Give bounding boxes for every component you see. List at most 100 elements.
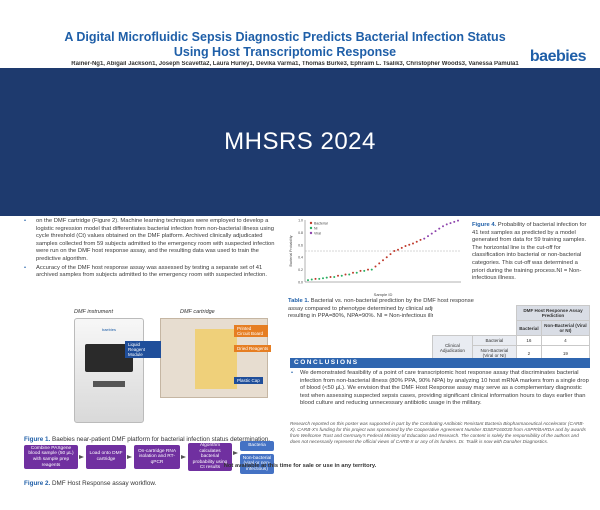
data-point [352,271,354,274]
data-point [359,269,362,272]
data-point [370,268,373,271]
author-list: Rainer-Ng1, Abigail Jackson1, Joseph Sca… [71,61,519,67]
data-point [363,269,366,272]
data-point [340,274,343,277]
methods-bullet: Accuracy of the DMF host response assay … [24,265,284,280]
legend-label: Bacterial [314,221,328,225]
callout-dried-reagents: Dried Reagents [234,345,272,352]
workflow-outcome-bacteria: Bacteria [240,441,274,451]
workflow-step-3: On-cartridge RNA isolation and RT-qPCR [134,445,180,469]
legend-marker [309,231,313,235]
data-point [367,268,369,271]
y-tick-label: 0.8 [298,231,303,235]
figure2-caption-text: DMF Host Response assay workflow. [52,480,157,487]
data-point [400,246,403,249]
figure4-caption-text: Probability of bacterial infection for 4… [472,222,587,282]
workflow-step-2: Load onto DMF cartridge [86,445,126,469]
data-point [382,259,384,262]
workflow-step-1: Combine PAXgene blood sample (50 µL) wit… [24,445,78,469]
callout-plastic-cap: Plastic Cap [234,377,263,384]
conclusions-heading: CONCLUSIONS [290,358,590,368]
table-row-bacterial: Bacterial [471,335,517,346]
data-point [419,238,422,241]
data-point [427,235,429,238]
banner-title: MHSRS 2024 [224,128,376,155]
poster-title-line-2: Using Host Transcriptomic Response [173,45,397,59]
conference-banner: MHSRS 2024 [0,68,600,216]
data-point [310,278,313,281]
data-point [348,273,351,276]
data-point [333,276,336,279]
data-point [412,242,414,245]
table-col-nonbacterial: Non-Bacterial (Viral or NI) [540,320,591,336]
table-row-group: Clinical Adjudication [432,335,473,361]
legend-marker [309,221,313,225]
callout-liquid-reagent: Liquid Reagent Module [125,341,161,358]
table-cell: 4 [540,335,591,346]
conclusions-list: We demonstrated feasibility of a point o… [290,370,590,409]
arrow-right-icon [233,451,238,455]
table-row-nonbacterial: Non-Bacterial (Viral or NI) [471,345,517,361]
y-axis-label: Bacterial Probability [289,235,293,266]
data-point [404,245,407,248]
data-point [314,277,317,280]
figure1-caption: Figure 1. Baebies near-patient DMF platf… [24,436,294,443]
arrow-right-icon [181,455,186,459]
y-tick-label: 0.0 [298,281,303,285]
data-point [378,262,381,265]
data-point [453,220,456,223]
data-point [307,279,309,282]
regulatory-disclaimer: Not available at this time for sale or u… [223,463,377,469]
data-point [325,276,328,279]
data-point [423,237,426,240]
callout-printed-circuit: Printed Circuit Board [234,325,268,337]
data-point [329,276,332,279]
funding-statement: Research reported on this poster was sup… [290,421,586,444]
performance-table: DMF Host Response Assay Prediction Bacte… [432,305,591,361]
figure2-caption-label: Figure 2. [24,480,51,487]
table-header-main: DMF Host Response Assay Prediction [515,305,591,321]
data-point [408,243,411,246]
instrument-label: DMF instrument [74,309,114,315]
conclusion-bullet: We demonstrated feasibility of a point o… [290,370,590,408]
methods-bullet-list: on the DMF cartridge (Figure 2). Machine… [24,218,284,281]
table1-caption-label: Table 1. [288,298,310,304]
data-point [397,248,399,251]
table-cell: 16 [515,335,542,346]
data-point [457,219,459,222]
arrow-right-icon [79,455,84,459]
legend-label: NI [314,226,318,230]
cartridge-chip [195,329,237,389]
cartridge-label: DMF cartridge [180,309,215,315]
workflow-outcome-nonbacterial: Non-bacterial (viral or non-infectious) [240,454,274,474]
y-tick-label: 1.0 [298,219,303,223]
data-point [318,277,321,280]
figure1-caption-label: Figure 1. [24,436,51,443]
poster-title-line-1: A Digital Microfluidic Sepsis Diagnostic… [64,30,506,44]
table1-caption-text: Bacterial vs. non-bacterial prediction b… [288,298,474,320]
data-point [385,256,388,259]
data-point [393,250,396,252]
dmf-instrument-image: baebies [74,318,144,423]
data-point [449,222,452,225]
instrument-brand: baebies [101,327,116,332]
table1-caption: Table 1. Bacterial vs. non-bacterial pre… [288,298,474,321]
data-point [442,225,444,228]
data-point [355,271,358,274]
legend-label: Viral [314,231,321,235]
table-corner [432,305,517,321]
instrument-slot [93,381,125,387]
workflow-step-4: Algorithm calculates bacterial probabili… [188,443,232,471]
figure1-caption-text: Baebies near-patient DMF platform for ba… [52,436,271,443]
data-point [438,227,441,230]
y-tick-label: 0.4 [298,256,303,260]
figure2-caption: Figure 2. DMF Host Response assay workfl… [24,480,294,487]
y-tick-label: 0.2 [298,268,303,272]
figure4-caption: Figure 4. Probability of bacterial infec… [472,222,590,283]
data-point [434,230,437,233]
legend-marker [309,226,313,230]
y-tick-label: 0.6 [298,243,303,247]
data-point [322,277,324,280]
figure4-caption-label: Figure 4. [472,222,497,228]
baebies-logo: baebies [529,48,587,65]
